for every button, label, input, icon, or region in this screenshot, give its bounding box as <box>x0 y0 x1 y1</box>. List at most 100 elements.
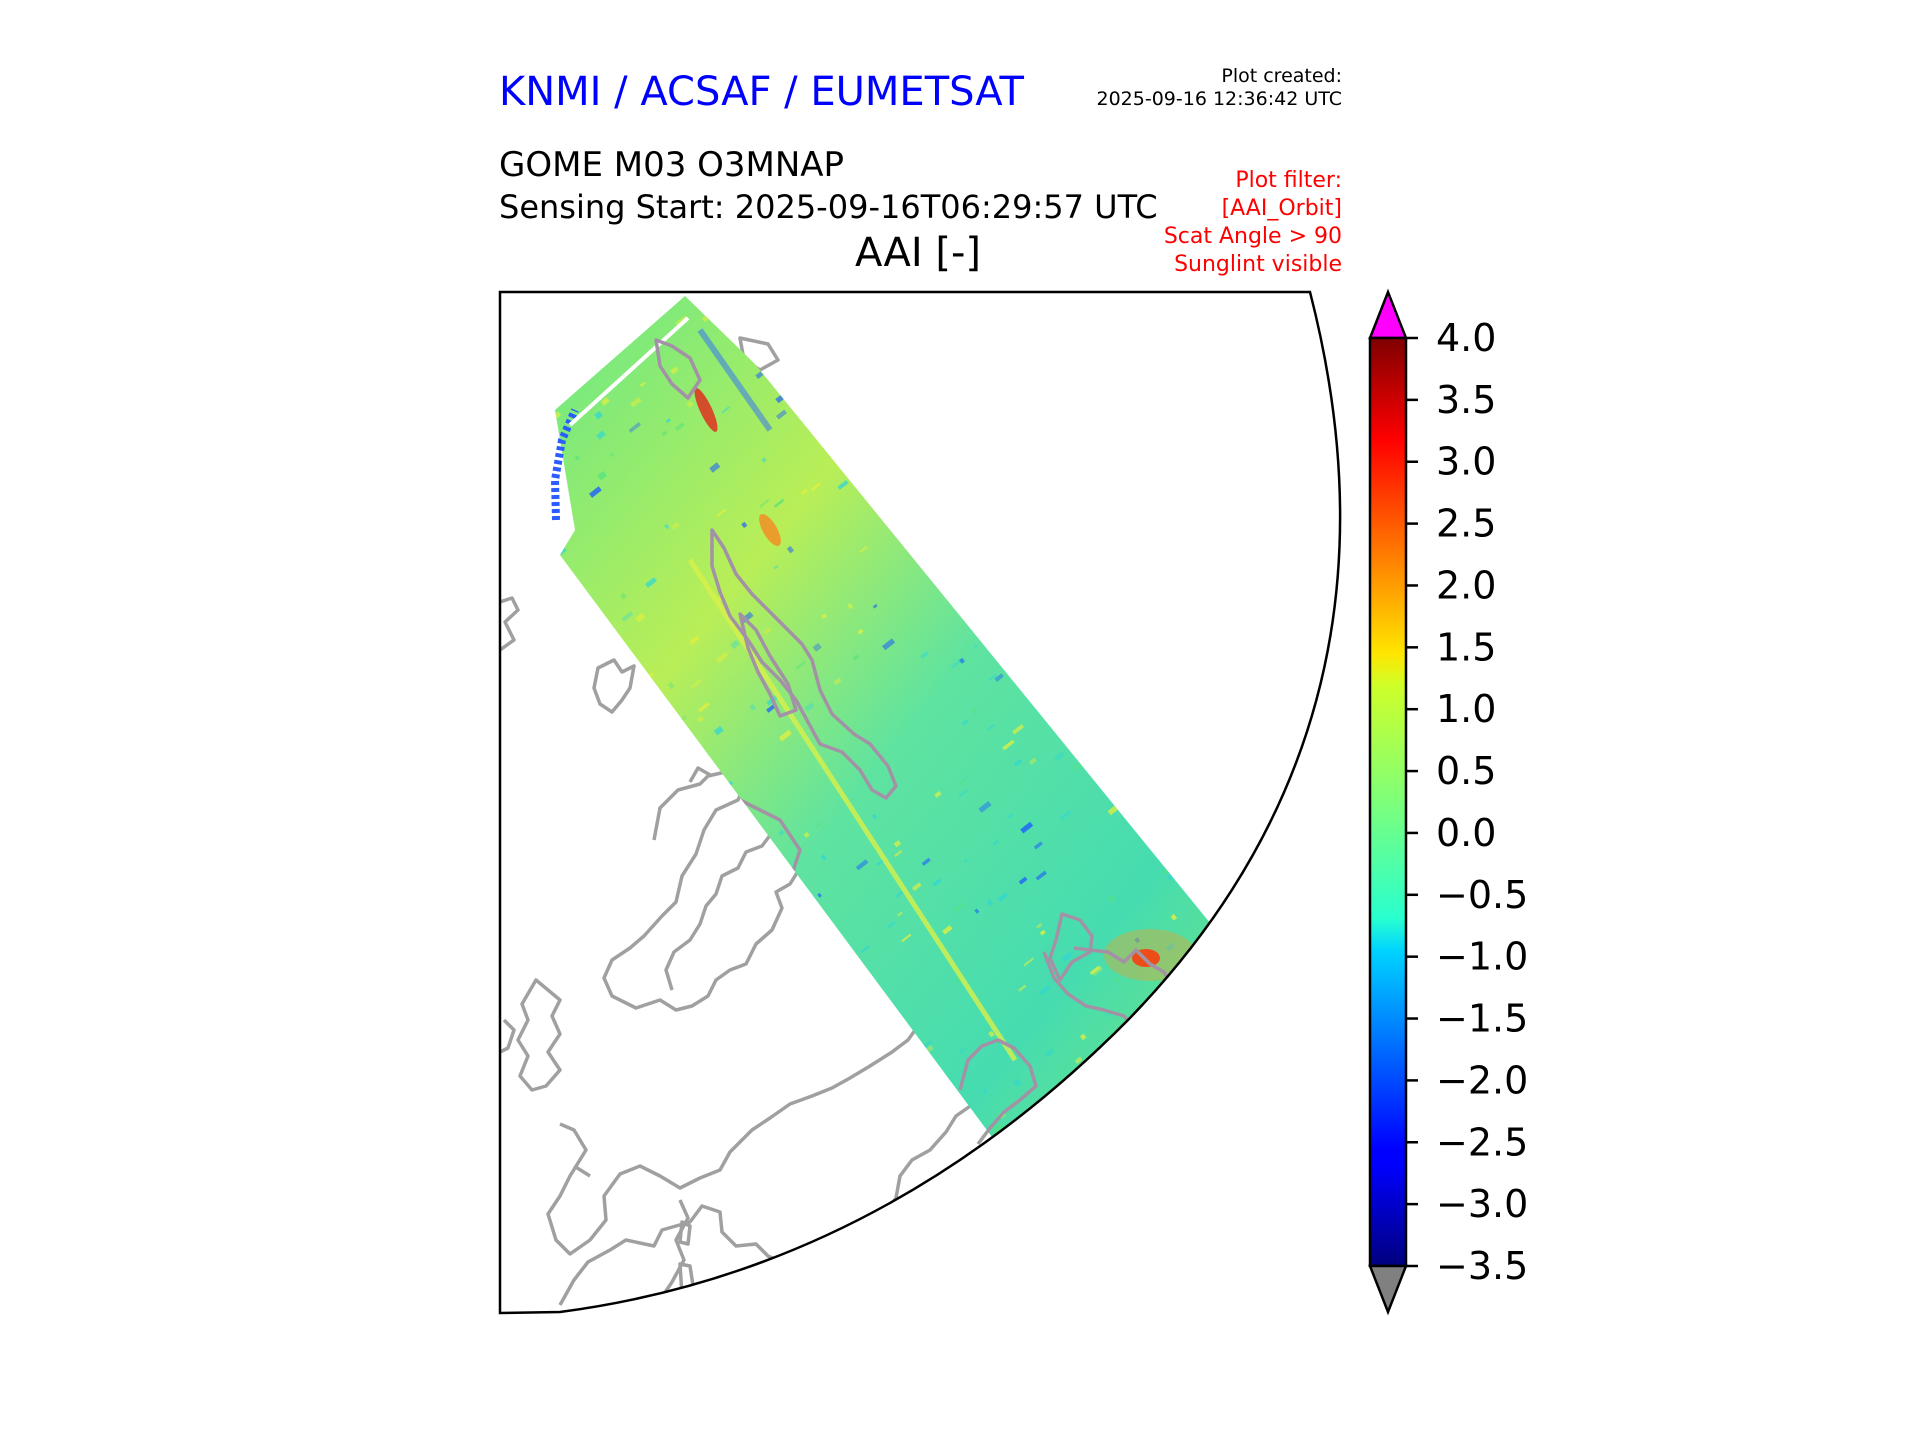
swath-pixel <box>1052 362 1065 373</box>
swath-pixel <box>959 657 965 664</box>
swath-pixel <box>1100 458 1110 467</box>
swath-pixel <box>779 300 786 307</box>
swath-pixel <box>749 703 757 711</box>
swath-pixel <box>1156 680 1165 688</box>
swath-pixel <box>912 882 922 891</box>
colorbar-tick-label: −1.0 <box>1436 935 1528 979</box>
agency-title: KNMI / ACSAF / EUMETSAT <box>499 69 1024 115</box>
colorbar-tick-label: 3.5 <box>1436 378 1496 422</box>
swath-pixel <box>759 498 770 508</box>
swath-pixel <box>667 681 675 690</box>
swath-pixel <box>1035 922 1043 929</box>
swath-pixel <box>953 977 961 984</box>
swath-pixel <box>657 939 666 947</box>
swath-pixel <box>1009 546 1020 557</box>
swath-pixel <box>893 840 902 848</box>
swath-pixel <box>804 325 817 337</box>
swath-pixel <box>689 635 700 645</box>
swath-pixel <box>759 965 771 976</box>
swath-pixel <box>925 1044 934 1053</box>
swath-pixel <box>908 318 917 326</box>
colorbar-gradient <box>1368 336 1408 1268</box>
swath-pixel <box>1119 605 1125 612</box>
swath-pixel <box>609 452 615 458</box>
swath-pixel <box>666 878 675 887</box>
map-frame <box>498 290 1342 1315</box>
swath-pixel <box>964 518 972 525</box>
colorbar-tick-label: 1.0 <box>1436 687 1496 731</box>
swath-pixel <box>883 1099 890 1105</box>
swath-pixel <box>1177 989 1185 996</box>
colorbar-tick-label: −3.0 <box>1436 1182 1528 1226</box>
swath-pixel <box>771 1043 783 1055</box>
swath-pixel <box>833 677 842 686</box>
swath-pixel <box>1163 618 1170 625</box>
swath-pixel <box>1154 1035 1161 1041</box>
swath-pixel <box>1126 1068 1138 1080</box>
swath-pixel <box>1226 699 1228 709</box>
swath-pixel <box>619 762 631 773</box>
swath-pixel <box>909 431 923 443</box>
plot-created-label: Plot created: <box>1221 65 1342 87</box>
swath-pixel <box>1134 937 1141 944</box>
swath-pixel <box>920 650 930 660</box>
swath-pixel <box>992 839 1000 846</box>
swath-pixel <box>1003 557 1015 568</box>
swath-pixel <box>872 603 878 609</box>
colorbar-tick-label: −3.5 <box>1436 1244 1528 1288</box>
swath-top-white-line <box>568 316 690 427</box>
swath-pixel <box>1176 395 1182 401</box>
swath-pixel <box>1012 724 1025 735</box>
swath-pixel <box>978 303 991 315</box>
swath-pixel <box>957 370 968 379</box>
swath-pixel <box>1245 436 1257 447</box>
swath-pixel <box>1128 706 1138 715</box>
swath-pixel <box>604 795 614 804</box>
swath-pixel <box>621 611 634 622</box>
swath-pixel <box>609 681 616 688</box>
swath-pixel <box>972 708 978 715</box>
swath-pixel <box>661 430 668 437</box>
swath-pixel <box>675 1110 685 1119</box>
swath-pixel <box>730 639 741 650</box>
swath-pixel <box>1170 863 1179 870</box>
swath-pixel <box>1202 766 1211 775</box>
swath-pixel <box>824 1048 831 1055</box>
swath-pixel <box>983 636 993 646</box>
swath-pixel <box>622 323 631 332</box>
swath-pixel <box>1103 1110 1114 1120</box>
swath-pixel <box>1118 560 1129 571</box>
swath-pixel <box>1173 475 1186 487</box>
swath-pixel <box>1073 1090 1082 1098</box>
swath-pixel <box>1035 870 1047 881</box>
swath-pixel <box>1210 1015 1220 1024</box>
swath-pixel <box>1204 755 1217 766</box>
swath-pixel <box>778 729 792 742</box>
swath-pixel <box>628 422 641 433</box>
swath-pixel <box>571 976 579 984</box>
swath-pixel <box>686 400 694 408</box>
swath-pixel <box>724 885 734 894</box>
swath-pixel <box>586 296 593 302</box>
swath-pixel <box>855 1136 866 1146</box>
swath-pixel <box>1017 580 1023 586</box>
swath-pixel <box>570 929 581 940</box>
swath-pixel <box>1080 400 1088 408</box>
swath-pixel <box>1162 296 1174 307</box>
swath-pixel <box>803 831 810 838</box>
swath-pixel <box>594 411 603 420</box>
swath-pixel <box>963 858 969 864</box>
swath-pixel <box>1120 683 1130 691</box>
swath-pixel <box>1236 388 1243 395</box>
swath-pixel <box>716 508 727 518</box>
swath-pixel <box>634 959 642 968</box>
swath-pixel <box>1054 411 1059 417</box>
swath-pixel <box>971 345 983 356</box>
swath-pixel <box>555 561 562 571</box>
swath-streak <box>687 558 1018 1062</box>
swath-pixel <box>574 987 580 992</box>
swath-pixel <box>986 723 995 731</box>
swath-pixel <box>1118 1123 1125 1130</box>
swath-pixel <box>864 317 878 329</box>
swath-pixel <box>810 1116 821 1126</box>
